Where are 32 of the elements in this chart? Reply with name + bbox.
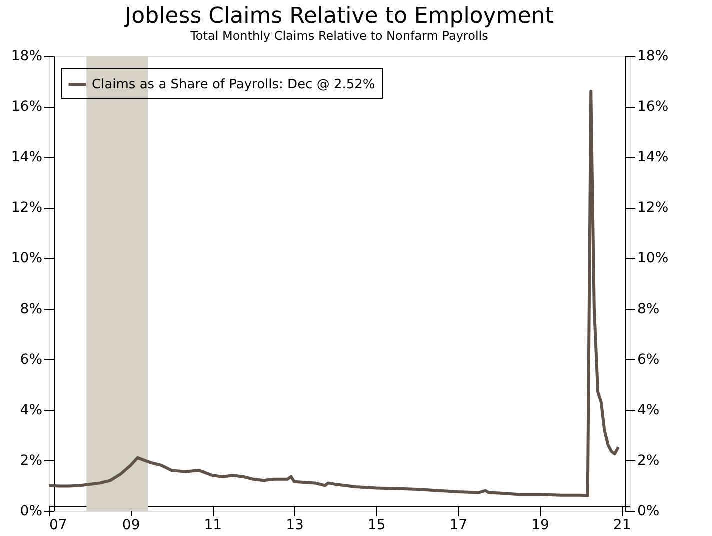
y2-tick-label: 14% [638, 150, 669, 166]
line-series [48, 90, 620, 498]
y2-tick-label: 0% [638, 504, 660, 520]
chart-title: Jobless Claims Relative to Employment [123, 4, 554, 29]
x-tick-label: 13 [286, 518, 304, 534]
x-tick-label: 19 [532, 518, 550, 534]
x-tick-label: 17 [450, 518, 468, 534]
x-tick-label: 11 [204, 518, 222, 534]
chart-subtitle: Total Monthly Claims Relative to Nonfarm Payrolls [190, 29, 488, 43]
y2-tick-label: 16% [638, 99, 669, 116]
y-tick-label: 14% [11, 150, 42, 166]
x-tick-label: 15 [368, 518, 386, 534]
y-tick-label: 4% [20, 402, 42, 418]
y-tick-label: 8% [20, 301, 42, 318]
y2-tick-label: 6% [638, 352, 660, 368]
y-tick-label: 16% [11, 99, 42, 116]
y-tick-label: 18% [11, 48, 42, 64]
y-tick-label: 12% [11, 200, 42, 216]
x-tick-label: 07 [50, 518, 68, 534]
y-tick-label: 6% [20, 352, 42, 368]
y-tick-label: 2% [20, 452, 42, 469]
y-tick-label: 0% [20, 504, 42, 520]
x-tick-label: 09 [122, 518, 140, 534]
y2-tick-label: 2% [638, 452, 660, 469]
x-tick-label: 21 [613, 518, 632, 534]
y2-tick-label: 8% [638, 301, 660, 318]
y-tick-label: 10% [11, 250, 42, 267]
y2-tick-label: 4% [638, 402, 660, 418]
y2-tick-label: 18% [638, 48, 669, 64]
legend-label: Claims as a Share of Payrolls: Dec @ 2.52% [92, 78, 376, 92]
y2-tick-label: 12% [638, 200, 669, 216]
y2-tick-label: 10% [638, 250, 669, 267]
